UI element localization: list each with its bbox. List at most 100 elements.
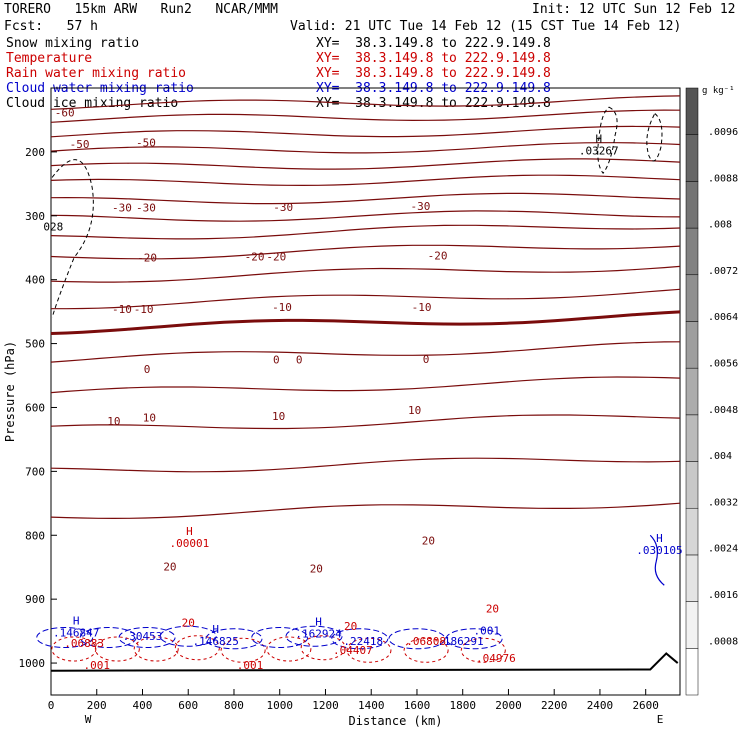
- colorbar-swatch: [685, 414, 699, 462]
- isotherm-label: 0: [273, 354, 280, 367]
- colorbar-tick-label: .0088: [708, 173, 738, 184]
- terrain-line: [50, 652, 679, 672]
- x-tick-label: 0: [48, 699, 55, 712]
- legend-xy-cloud-ice: XY= 38.3.149.8 to 222.9.149.8: [316, 96, 551, 111]
- isotherm-line: [50, 310, 681, 335]
- marker-value: .00001: [170, 537, 210, 550]
- cloud-ice-contour: [597, 106, 618, 174]
- isotherm-line: [50, 265, 681, 283]
- marker-value: 20: [344, 620, 357, 633]
- legend-xy-temperature: XY= 38.3.149.8 to 222.9.149.8: [316, 51, 551, 66]
- colorbar-tick-label: .0008: [708, 636, 738, 647]
- y-tick-label: 600: [25, 401, 45, 414]
- max-marker: H: [656, 532, 663, 545]
- isotherm-label: 0: [423, 353, 430, 366]
- isotherm-label: -10: [272, 301, 292, 314]
- isotherm-line: [50, 224, 681, 240]
- marker-value: .030105: [636, 544, 682, 557]
- cloud-ice-contour: [51, 159, 94, 318]
- legend-label-snow: Snow mixing ratio: [6, 36, 140, 51]
- isotherm-label: -60: [55, 106, 75, 119]
- isotherm-label: -30: [410, 200, 430, 213]
- x-tick-label: 1800: [449, 699, 476, 712]
- max-marker: H: [315, 616, 322, 629]
- isotherm-label: -10: [134, 303, 154, 316]
- colorbar-tick-label: .0056: [708, 359, 738, 370]
- legend-label-rain: Rain water mixing ratio: [6, 66, 187, 81]
- marker-value: 028: [43, 221, 63, 234]
- colorbar-tick-label: .0032: [708, 497, 738, 508]
- colorbar-swatch: [685, 601, 699, 649]
- colorbar-tick-label: .0016: [708, 590, 738, 601]
- legend-label-temperature: Temperature: [6, 51, 93, 66]
- marker-value: 20: [182, 617, 195, 630]
- isotherm-line: [51, 288, 681, 310]
- marker-value: .04976: [476, 652, 516, 665]
- marker-value: .04407: [333, 644, 373, 657]
- y-tick-label: 500: [25, 338, 45, 351]
- colorbar-swatch: [685, 134, 699, 182]
- y-tick-label: 1000: [19, 657, 46, 670]
- colorbar-swatch: [685, 461, 699, 509]
- isotherm-label: -10: [112, 303, 132, 316]
- marker-value: .001: [237, 659, 264, 672]
- cloud-water-contour: [285, 625, 343, 647]
- isotherm-label: -30: [112, 201, 132, 214]
- marker-value: .30453: [123, 630, 163, 643]
- colorbar-tick-label: .0064: [708, 312, 738, 323]
- isotherm-line: [50, 109, 681, 123]
- x-tick-label: 1600: [404, 699, 431, 712]
- model-title: TORERO 15km ARW Run2 NCAR/MMM: [4, 2, 278, 17]
- x-tick-label: 2000: [495, 699, 522, 712]
- colorbar-tick-label: .0048: [708, 405, 738, 416]
- isotherm-label: -30: [136, 201, 156, 214]
- cloud-water-contour: [445, 628, 503, 650]
- isotherm-line: [50, 502, 681, 520]
- rain-contour: [266, 636, 312, 662]
- isotherm-label: 0: [296, 354, 303, 367]
- isotherm-label: 20: [310, 562, 323, 575]
- marker-value: .03267: [579, 145, 619, 158]
- marker-value: .22418: [343, 635, 383, 648]
- rain-contour: [51, 636, 97, 662]
- x-tick-label: 800: [224, 699, 244, 712]
- east-endpoint-label: E: [657, 713, 664, 726]
- colorbar-tick-label: .0096: [708, 127, 738, 138]
- marker-value: 20: [486, 603, 499, 616]
- isotherm-label: -20: [428, 249, 448, 262]
- isotherm-line: [50, 341, 681, 363]
- isotherm-line: [50, 158, 681, 170]
- y-tick-label: 800: [25, 529, 45, 542]
- x-tick-label: 1200: [312, 699, 339, 712]
- x-tick-label: 600: [178, 699, 198, 712]
- x-tick-label: 2400: [587, 699, 614, 712]
- init-time: Init: 12 UTC Sun 12 Feb 12: [532, 2, 736, 17]
- colorbar-swatch: [685, 274, 699, 322]
- colorbar-units: g kg⁻¹: [702, 86, 735, 96]
- forecast-hour: Fcst: 57 h: [4, 19, 98, 34]
- isotherm-label: 20: [163, 561, 176, 574]
- isotherm-label: -50: [136, 136, 156, 149]
- valid-time: Valid: 21 UTC Tue 14 Feb 12 (15 CST Tue …: [290, 19, 682, 34]
- x-tick-label: 2600: [632, 699, 659, 712]
- isotherm-label: -20: [266, 251, 286, 264]
- rain-contour: [403, 637, 449, 663]
- colorbar-swatch: [685, 181, 699, 229]
- marker-value: .06808: [406, 635, 446, 648]
- x-tick-label: 1000: [266, 699, 293, 712]
- cloud-water-contour: [36, 626, 94, 648]
- legend-xy-snow: XY= 38.3.149.8 to 222.9.149.8: [316, 36, 551, 51]
- y-tick-label: 900: [25, 593, 45, 606]
- rain-contour: [460, 637, 506, 663]
- isotherm-line: [50, 210, 681, 222]
- x-tick-label: 1400: [358, 699, 385, 712]
- rain-contour: [94, 636, 140, 662]
- y-tick-label: 700: [25, 465, 45, 478]
- colorbar-swatch: [685, 367, 699, 416]
- marker-value: .001: [473, 624, 500, 637]
- cloud-water-contour: [251, 626, 309, 648]
- cloud-water-contour: [649, 534, 665, 586]
- x-axis-title: Distance (km): [349, 714, 443, 728]
- isotherm-label: 10: [143, 412, 156, 425]
